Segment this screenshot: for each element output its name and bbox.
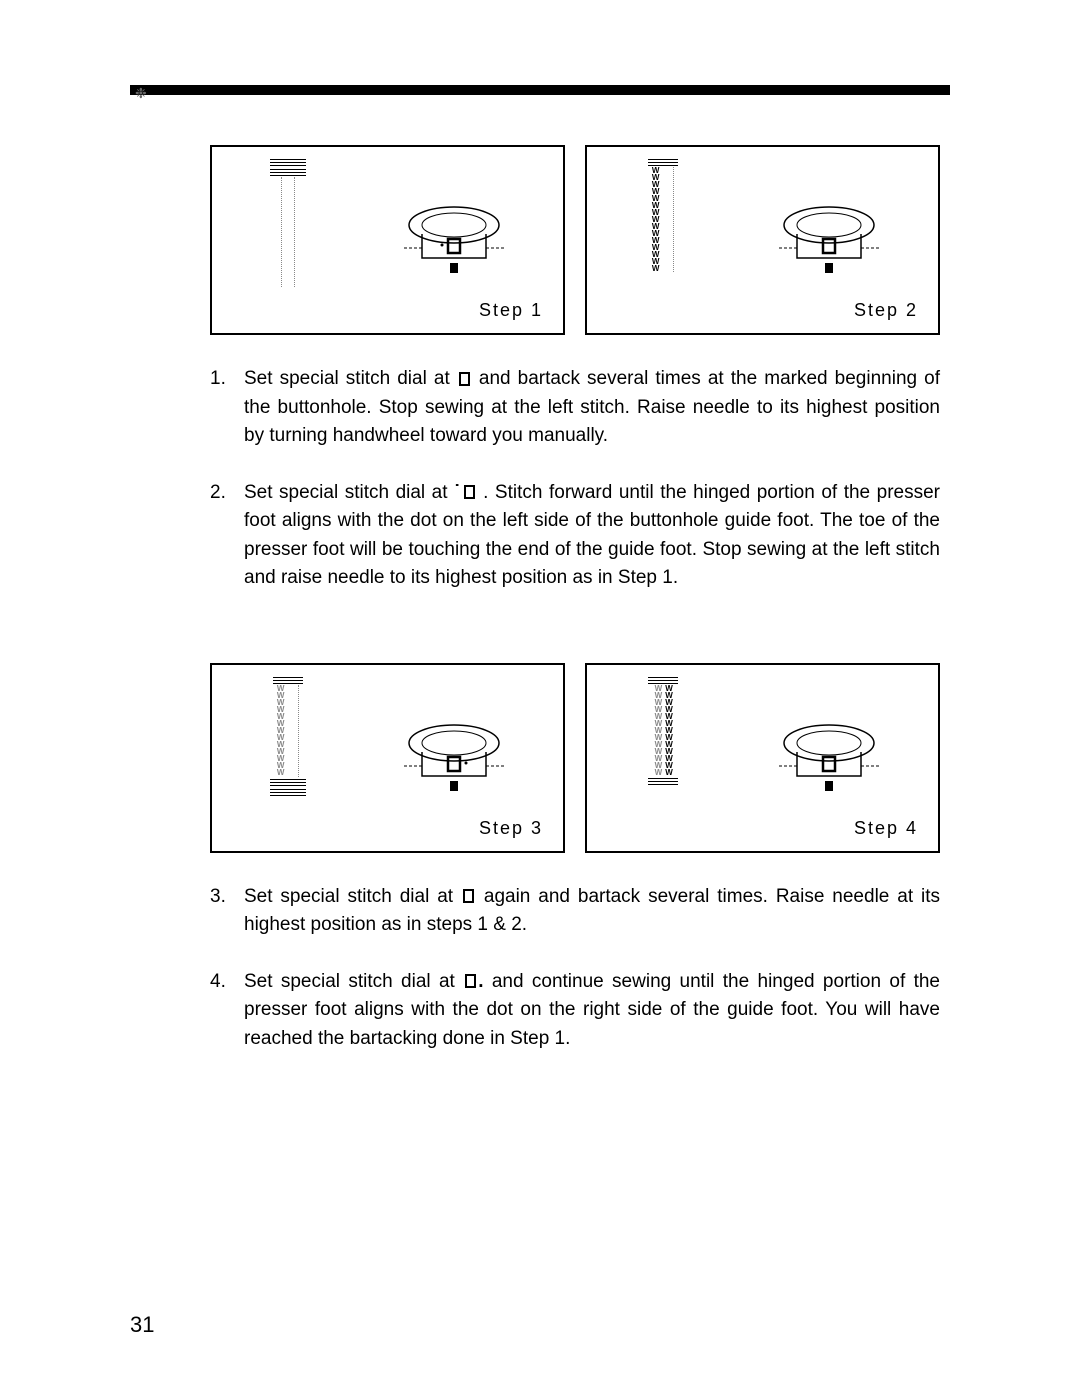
inst-num-2: 2.: [210, 479, 232, 593]
figure-row-1: Step 1 WWWWWWWWWWWWWWW Step 2: [210, 145, 950, 335]
buttonhole-symbol-dot-right: [465, 974, 476, 988]
figure-step-3: WWWWWWWWWWWWW Step 3: [210, 663, 565, 853]
inst-4-pre: Set special stitch dial at: [244, 971, 463, 992]
step-4-label: Step 4: [854, 818, 918, 839]
instruction-2: 2. Set special stitch dial at ˙ . Stitch…: [210, 479, 940, 593]
inst-2-pre: Set special stitch dial at: [244, 482, 454, 503]
buttonhole-symbol-dot-left: [464, 485, 475, 499]
step-1-label: Step 1: [479, 300, 543, 321]
figure-step-1: Step 1: [210, 145, 565, 335]
inst-3-pre: Set special stitch dial at: [244, 886, 461, 907]
dial-diagram-1: [354, 157, 553, 323]
instruction-1: 1. Set special stitch dial at and bartac…: [210, 365, 940, 451]
instruction-list-2: 3. Set special stitch dial at again and …: [210, 883, 940, 1054]
inst-num-3: 3.: [210, 883, 232, 940]
dial-diagram-2: [729, 157, 928, 323]
inst-num-1: 1.: [210, 365, 232, 451]
instruction-3: 3. Set special stitch dial at again and …: [210, 883, 940, 940]
step-3-label: Step 3: [479, 818, 543, 839]
inst-text-4: Set special stitch dial at . and continu…: [244, 968, 940, 1054]
inst-text-3: Set special stitch dial at again and bar…: [244, 883, 940, 940]
figure-step-2: WWWWWWWWWWWWWWW Step 2: [585, 145, 940, 335]
figure-row-2: WWWWWWWWWWWWW Step 3: [210, 663, 950, 853]
figure-step-4: WWWWWWWWWWWWW WWWWWWWWWWWWW Step 4: [585, 663, 940, 853]
top-mark: ❉: [135, 85, 147, 102]
instruction-list-1: 1. Set special stitch dial at and bartac…: [210, 365, 940, 593]
dial-diagram-4: [729, 675, 928, 841]
page-number: 31: [130, 1312, 154, 1338]
dial-diagram-3: [354, 675, 553, 841]
stitch-diagram-2: WWWWWWWWWWWWWWW: [597, 157, 729, 323]
instruction-4: 4. Set special stitch dial at . and cont…: [210, 968, 940, 1054]
inst-text-2: Set special stitch dial at ˙ . Stitch fo…: [244, 479, 940, 593]
stitch-diagram-1: [222, 157, 354, 323]
buttonhole-symbol-open-3: [463, 889, 474, 903]
stitch-diagram-3: WWWWWWWWWWWWW: [222, 675, 354, 841]
stitch-diagram-4: WWWWWWWWWWWWW WWWWWWWWWWWWW: [597, 675, 729, 841]
inst-1-pre: Set special stitch dial at: [244, 368, 457, 389]
buttonhole-symbol-open: [459, 372, 470, 386]
inst-text-1: Set special stitch dial at and bartack s…: [244, 365, 940, 451]
inst-num-4: 4.: [210, 968, 232, 1054]
step-2-label: Step 2: [854, 300, 918, 321]
top-border-bar: [130, 85, 950, 95]
